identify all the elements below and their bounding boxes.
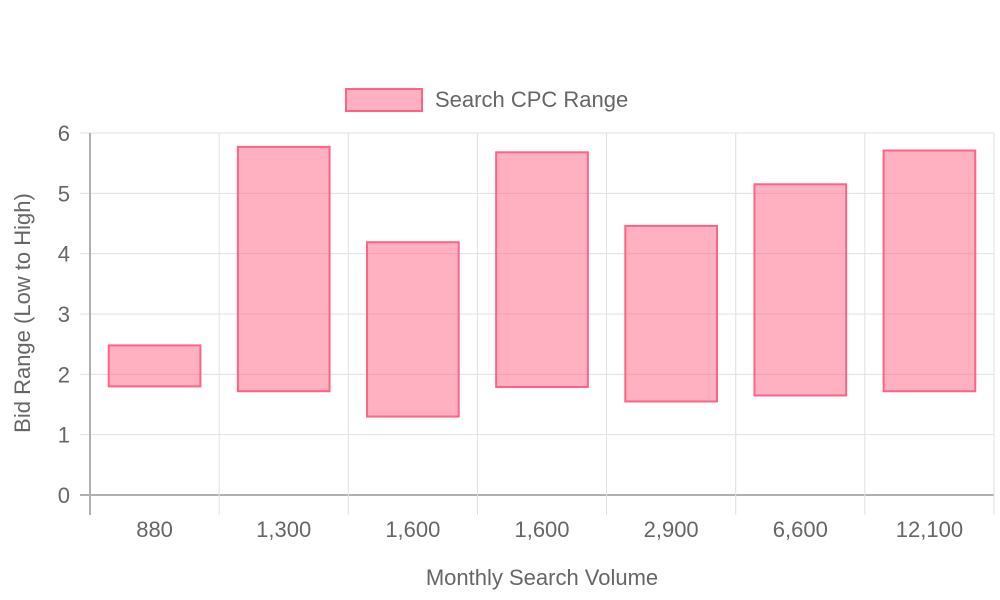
x-tick-label: 880 [136,517,173,542]
bar[interactable] [882,149,977,393]
x-axis-title: Monthly Search Volume [426,565,658,590]
x-tick-label: 1,600 [514,517,569,542]
bar[interactable] [753,183,848,397]
y-axis-title: Bid Range (Low to High) [10,193,35,433]
bar[interactable] [236,145,331,393]
y-tick-label: 0 [58,483,70,508]
y-tick-label: 4 [58,242,70,267]
legend[interactable]: Search CPC Range [345,87,628,113]
legend-swatch [345,88,423,112]
y-tick-label: 6 [58,121,70,146]
y-tick-label: 2 [58,362,70,387]
bar[interactable] [366,241,460,418]
x-tick-label: 2,900 [644,517,699,542]
y-tick-label: 5 [58,181,70,206]
y-tick-label: 1 [58,423,70,448]
bar[interactable] [624,224,718,403]
bar[interactable] [107,344,202,388]
y-axis-ticks: 0 1 2 3 4 5 6 [58,121,70,508]
x-tick-label: 6,600 [773,517,828,542]
x-tick-label: 1,600 [385,517,440,542]
x-tick-label: 1,300 [256,517,311,542]
y-tick-label: 3 [58,302,70,327]
x-tick-label: 12,100 [896,517,963,542]
bar[interactable] [495,151,589,389]
x-axis-ticks: 880 1,300 1,600 1,600 2,900 6,600 12,100 [136,517,963,542]
bars [107,145,977,418]
legend-label: Search CPC Range [435,87,629,112]
